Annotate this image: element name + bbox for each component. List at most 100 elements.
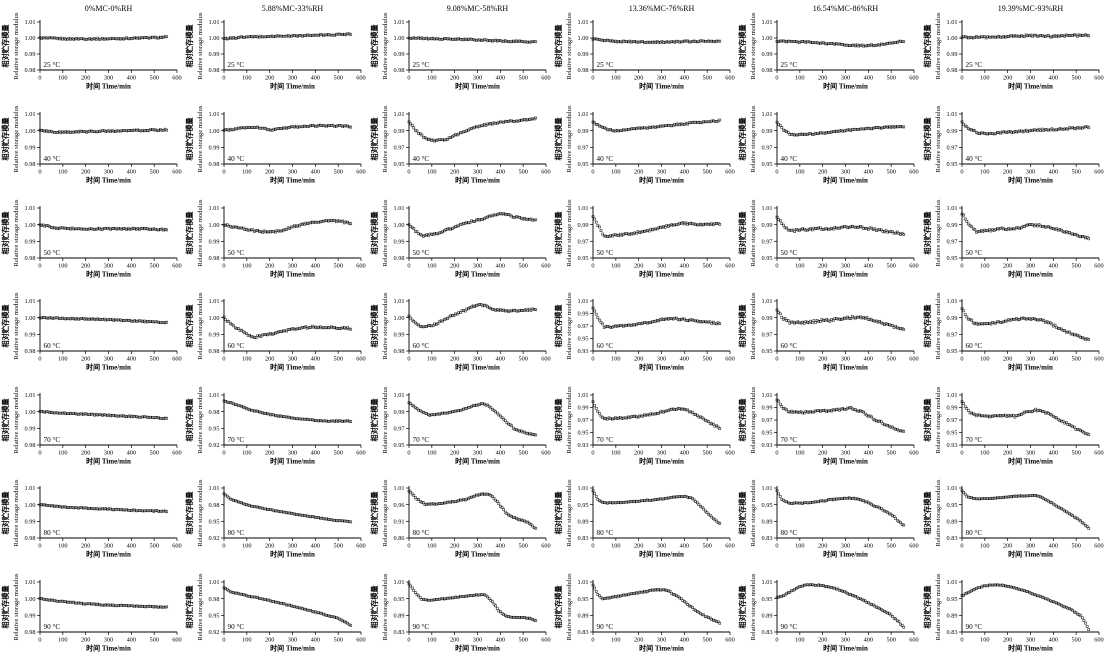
x-tick-label: 400 (1048, 168, 1057, 175)
y-tick-label: 0.95 (946, 429, 957, 436)
x-tick-label: 400 (311, 542, 320, 549)
data-series (223, 492, 353, 524)
column-title: 19.39%MC-93%RH (997, 4, 1063, 13)
y-tick-label: 0.98 (393, 348, 404, 355)
x-tick-label: 600 (910, 262, 919, 269)
y-tick-label: 0.98 (393, 67, 404, 74)
x-tick-label: 500 (887, 168, 896, 175)
y-axis-label-cn: 相对贮存模量 (185, 117, 194, 161)
x-tick-label: 500 (702, 75, 711, 82)
y-tick-label: 0.99 (393, 408, 404, 415)
x-tick-label: 400 (495, 168, 504, 175)
y-tick-label: 0.98 (946, 67, 957, 74)
y-axis-label-cn: 相对贮存模量 (738, 491, 747, 535)
x-tick-label: 100 (795, 355, 804, 362)
x-tick-label: 400 (311, 355, 320, 362)
x-tick-label: 600 (357, 355, 366, 362)
x-tick-label: 600 (725, 449, 734, 456)
x-tick-label: 500 (149, 262, 158, 269)
data-series (407, 211, 537, 238)
y-tick-label: 0.97 (577, 323, 588, 330)
y-axis-label-en: Relative storage modulus (750, 573, 757, 640)
x-tick-label: 300 (1025, 449, 1034, 456)
x-tick-label: 200 (81, 355, 90, 362)
column-title: 0%MC-0%RH (85, 4, 133, 13)
y-tick-label: 0.98 (577, 67, 588, 74)
data-series (38, 127, 169, 135)
x-tick-label: 200 (450, 636, 459, 643)
x-tick-label: 400 (1048, 262, 1057, 269)
x-tick-label: 400 (311, 74, 320, 81)
temperature-label: 25 °C (781, 61, 798, 69)
x-tick-label: 100 (427, 262, 436, 269)
y-tick-label: 0.99 (24, 519, 35, 526)
y-tick-label: 0.99 (24, 238, 35, 245)
x-tick-label: 100 (980, 636, 989, 643)
x-tick-label: 300 (104, 262, 113, 269)
y-tick-label: 1.01 (24, 111, 35, 118)
temperature-label: 50 °C (596, 249, 613, 257)
y-tick-label: 0.95 (762, 502, 773, 509)
x-tick-label: 100 (611, 169, 620, 176)
axes (39, 20, 177, 71)
y-tick-label: 0.95 (209, 425, 220, 432)
x-tick-label: 600 (1094, 355, 1103, 362)
y-axis-label-en: Relative storage modulus (382, 12, 389, 79)
x-tick-label: 600 (725, 169, 734, 176)
x-axis-label: 时间 Time/min (455, 362, 500, 371)
y-tick-label: 0.83 (762, 535, 773, 542)
subplot-row4-col2: 相对贮存模量 Relative storage modulus 0.98 0.99 1.… (185, 292, 366, 371)
temperature-label: 25 °C (228, 61, 245, 69)
y-tick-label: 1.00 (946, 35, 957, 42)
x-tick-label: 200 (1003, 74, 1012, 81)
x-tick-label: 200 (1003, 355, 1012, 362)
x-tick-label: 400 (1048, 542, 1057, 549)
y-tick-label: 1.01 (209, 205, 220, 212)
y-axis-label-cn: 相对贮存模量 (370, 397, 379, 441)
y-tick-label: 0.93 (762, 442, 773, 449)
y-tick-label: 0.99 (577, 128, 588, 135)
data-series (223, 586, 353, 627)
subplot-row4-col1: 相对贮存模量 Relative storage modulus 0.98 0.99 1.… (1, 292, 182, 371)
y-tick-label: 0.99 (209, 238, 220, 245)
y-axis-label-cn: 相对贮存模量 (1, 491, 10, 535)
x-axis-label: 时间 Time/min (455, 81, 500, 90)
y-tick-label: 1.01 (24, 485, 35, 492)
axes (223, 299, 362, 352)
y-tick-label: 1.01 (577, 111, 588, 118)
y-tick-label: 0.97 (577, 417, 588, 424)
y-tick-label: 0.95 (946, 161, 957, 168)
x-tick-label: 200 (634, 636, 643, 643)
temperature-label: 60 °C (596, 342, 613, 350)
subplot-row3-col4: 相对贮存模量 Relative storage modulus 0.95 0.97 0.… (554, 199, 735, 278)
x-tick-label: 500 (1071, 74, 1080, 81)
x-tick-label: 100 (611, 636, 620, 643)
x-tick-label: 500 (149, 74, 158, 81)
y-tick-label: 0.95 (946, 348, 957, 355)
x-tick-label: 500 (518, 355, 527, 362)
x-tick-label: 400 (680, 169, 689, 176)
x-tick-label: 300 (472, 262, 481, 269)
y-tick-label: 1.01 (393, 298, 404, 305)
y-axis-label-en: Relative storage modulus (13, 479, 20, 546)
x-tick-label: 100 (242, 636, 251, 643)
y-tick-label: 0.97 (762, 417, 773, 424)
x-tick-label: 0 (776, 355, 779, 362)
y-tick-label: 0.96 (393, 502, 404, 509)
x-tick-label: 400 (127, 355, 136, 362)
y-axis-label-en: Relative storage modulus (935, 479, 942, 546)
y-tick-label: 0.95 (577, 161, 588, 168)
y-axis-label-cn: 相对贮存模量 (185, 24, 194, 68)
x-tick-label: 300 (657, 449, 666, 456)
subplot-row7-col4: 相对贮存模量 Relative storage modulus 0.83 0.89 0.… (554, 573, 735, 652)
y-tick-label: 1.01 (209, 579, 220, 586)
x-tick-label: 200 (1003, 449, 1012, 456)
y-axis-label-cn: 相对贮存模量 (370, 24, 379, 68)
x-tick-label: 200 (81, 542, 90, 549)
x-tick-label: 400 (680, 543, 689, 550)
y-tick-label: 0.99 (577, 311, 588, 318)
y-axis-label-en: Relative storage modulus (935, 386, 942, 453)
x-tick-label: 0 (407, 542, 410, 549)
axes (961, 205, 1099, 258)
